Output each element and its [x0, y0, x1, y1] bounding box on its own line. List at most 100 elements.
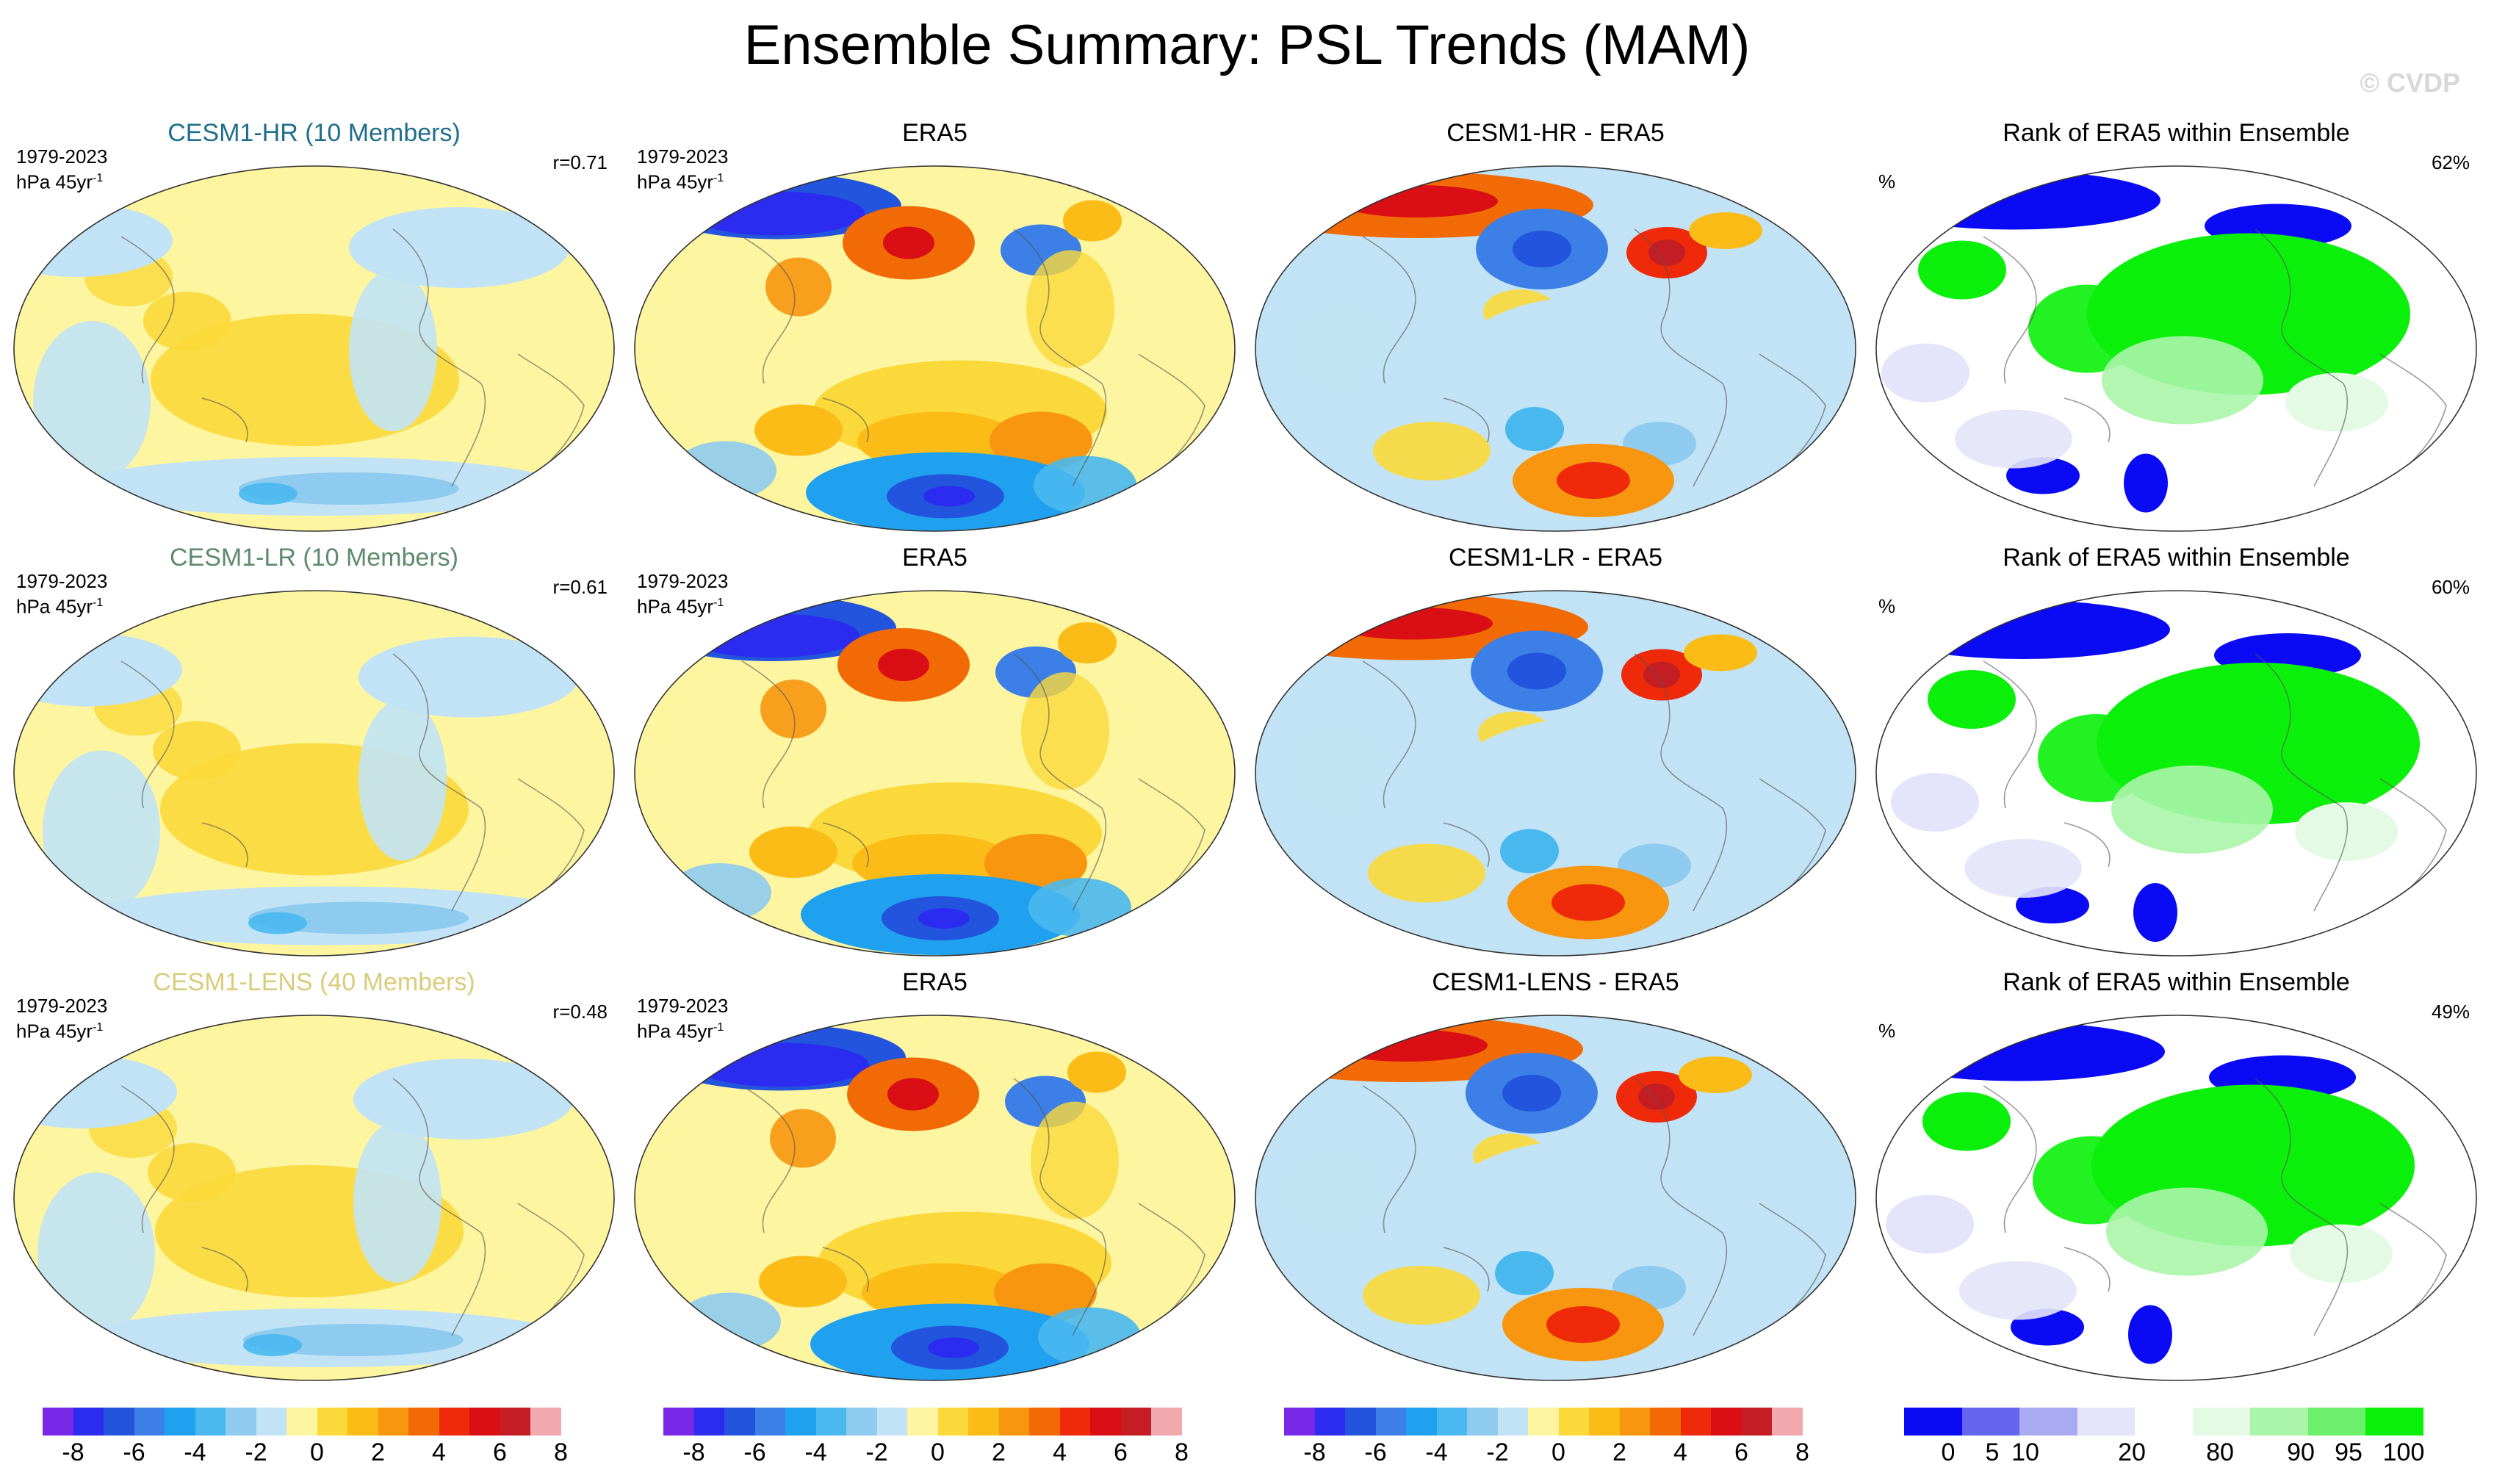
map-contour-region: [349, 270, 437, 431]
period-units: 1979-2023 hPa 45yr-1: [16, 145, 107, 193]
coastline: [1013, 653, 1107, 912]
map-contour-region: [1287, 726, 1390, 815]
map-contour-region: [1331, 607, 1493, 640]
globe-container: [11, 1012, 617, 1387]
coastline: [2379, 353, 2447, 472]
map-contour-region: [1689, 212, 1762, 249]
colorbar-tick-label: 2: [1612, 1438, 1626, 1466]
world-map-diff: [1255, 1015, 1856, 1381]
coastline: [2255, 228, 2349, 487]
colorbar-swatch: [998, 1408, 1030, 1436]
panel-diff: CESM1-LR - ERA5: [1249, 544, 1862, 962]
units-exponent: -1: [713, 597, 724, 609]
map-contour-region: [1959, 1261, 2077, 1320]
coastline: [1362, 1085, 1416, 1233]
map-contour-region: [2106, 1187, 2268, 1276]
map-contour-region: [918, 908, 970, 929]
map-contour-region: [1507, 652, 1566, 690]
colorbar-swatch: [846, 1408, 877, 1436]
globe-container: [632, 588, 1238, 962]
colorbar-tick-label: 5: [1985, 1438, 2000, 1466]
coastline: [2064, 1247, 2111, 1292]
colorbar-tick-label: -4: [1425, 1438, 1448, 1466]
period-label: 1979-2023: [637, 570, 729, 592]
world-map-diff: [1255, 590, 1856, 957]
world-map-model: [13, 165, 615, 532]
globe-container: [1253, 1012, 1859, 1387]
coastline: [822, 1247, 869, 1292]
colorbar-tick-label: -2: [865, 1438, 888, 1466]
map-contour-region: [1292, 304, 1395, 392]
globe-container: [1873, 588, 2479, 962]
map-contour-region: [1502, 1075, 1561, 1112]
map-outline: [1875, 1015, 2477, 1381]
units-base: hPa 45yr: [637, 1020, 714, 1042]
map-contour-region: [1648, 239, 1685, 266]
units-label: hPa 45yr-1: [637, 168, 728, 193]
pattern-correlation: r=0.48: [552, 1001, 608, 1023]
globe-container: [11, 588, 617, 962]
map-contour-region: [984, 834, 1087, 893]
map-contour-region: [1918, 240, 2006, 300]
map-contour-region: [143, 292, 231, 350]
colorbar-swatch: [1711, 1408, 1742, 1436]
coastline: [1443, 822, 1490, 868]
colorbar-tick-label: -4: [184, 1438, 206, 1466]
colorbar-swatch: [1029, 1408, 1060, 1436]
units-exponent: -1: [93, 597, 104, 609]
map-contour-region: [1038, 1307, 1141, 1366]
colorbar-swatch: [1467, 1408, 1498, 1436]
map-contour-region: [1031, 1101, 1119, 1220]
globe-container: [1873, 163, 2479, 538]
colorbar-tick-label: -8: [682, 1438, 705, 1466]
panel-title: CESM1-HR - ERA5: [1446, 119, 1665, 147]
coastline: [1138, 1203, 1205, 1322]
colorbar-swatch: [1904, 1408, 1962, 1436]
panel-rank: Rank of ERA5 within Ensemble% 49%: [1870, 968, 2483, 1387]
rank-unit: %: [1878, 1020, 1896, 1042]
map-outline: [13, 1015, 615, 1381]
colorbar-swatch: [1589, 1408, 1620, 1436]
colorbar-swatch: [73, 1408, 104, 1436]
map-contour-region: [353, 1059, 574, 1139]
coastline: [1759, 353, 1826, 472]
coastline: [1983, 236, 2037, 384]
period-units: 1979-2023 hPa 45yr-1: [637, 570, 728, 618]
map-contour-region: [1638, 1084, 1675, 1110]
colorbar-tick-label: 0: [1551, 1438, 1565, 1466]
map-contour-region: [1557, 462, 1630, 499]
map-contour-region: [1034, 455, 1136, 515]
coastline: [1983, 660, 2037, 809]
map-outline: [634, 165, 1236, 532]
world-map-model: [13, 1015, 615, 1381]
pattern-correlation: r=0.61: [552, 576, 608, 598]
map-outline: [1255, 165, 1856, 532]
colorbar-swatch: [378, 1408, 409, 1436]
map-outline: [1255, 590, 1856, 957]
map-outline: [13, 165, 615, 532]
world-map-obs: [634, 590, 1236, 957]
coastline: [2064, 397, 2111, 443]
panel-model: CESM1-LR (10 Members) 1979-2023 hPa 45yr-1…: [7, 544, 621, 962]
rank-percent: 49%: [2431, 1001, 2470, 1023]
colorbar-tick-label: 4: [1673, 1438, 1687, 1466]
colorbar-tick-label: 2: [371, 1438, 385, 1466]
colorbar-tick-label: -6: [743, 1438, 766, 1466]
map-contour-region: [1500, 829, 1559, 874]
map-contour-region: [37, 1173, 155, 1334]
world-map-rank: [1875, 590, 2477, 957]
map-contour-region: [765, 257, 832, 317]
colorbar-swatch: [1375, 1408, 1407, 1436]
colorbar-swatch: [1961, 1408, 2020, 1436]
map-contour-region: [1026, 250, 1114, 368]
period-units: 1979-2023 hPa 45yr-1: [637, 995, 728, 1042]
colorbar-swatch: [347, 1408, 378, 1436]
panel-model: CESM1-HR (10 Members) 1979-2023 hPa 45yr-1…: [7, 119, 621, 538]
map-contour-region: [1336, 185, 1498, 217]
colorbar-tick-label: 8: [1175, 1438, 1189, 1466]
panel-title: CESM1-LENS - ERA5: [1432, 968, 1679, 996]
panel-title: ERA5: [902, 119, 967, 147]
coastline: [1138, 353, 1205, 472]
coastline: [517, 778, 585, 897]
colorbar-swatch: [1090, 1408, 1121, 1436]
